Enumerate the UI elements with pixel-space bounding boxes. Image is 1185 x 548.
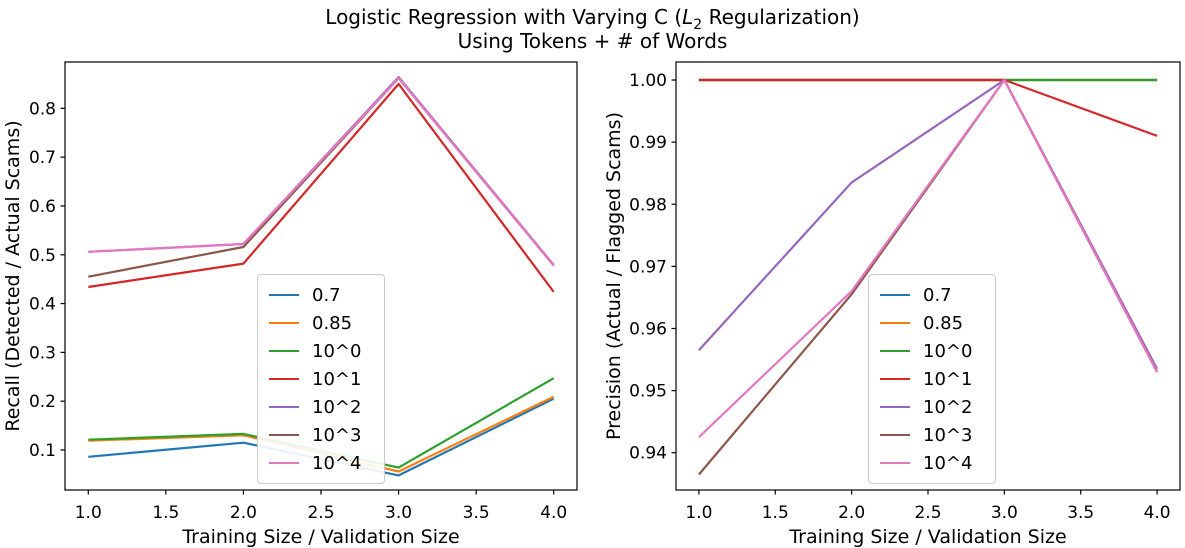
recall-y-tick-label: 0.1: [29, 441, 56, 461]
figure-title-text-suffix: Regularization): [702, 5, 860, 29]
precision-y-tick-label: 0.96: [629, 319, 667, 339]
recall-x-tick-label: 1.0: [75, 503, 102, 523]
figure-title-text: Logistic Regression with Varying C (: [325, 5, 683, 29]
recall-y-tick-label: 0.5: [29, 246, 56, 266]
precision-legend-label: 10^3: [923, 424, 973, 446]
precision-legend-swatch-10^1: [880, 378, 910, 380]
precision-legend-label: 10^4: [923, 452, 973, 474]
precision-legend: 0.7 0.85 10^0 10^1 10^2 10^3 10^4: [868, 274, 996, 484]
recall-y-tick-label: 0.6: [29, 197, 56, 217]
precision-y-tick-label: 0.94: [629, 444, 667, 464]
recall-legend-label: 10^0: [312, 340, 362, 362]
precision-y-axis-label: Precision (Actual / Flagged Scams): [603, 112, 625, 440]
recall-legend-item-10^3: 10^3: [269, 421, 373, 449]
precision-legend-item-0.7: 0.7: [880, 281, 984, 309]
precision-x-axis-label: Training Size / Validation Size: [788, 526, 1066, 548]
precision-legend-item-10^3: 10^3: [880, 421, 984, 449]
recall-series-line-10^2: [88, 75, 555, 266]
recall-legend-item-0.7: 0.7: [269, 281, 373, 309]
precision-legend-label: 10^2: [923, 396, 973, 418]
recall-legend-label: 10^2: [312, 396, 362, 418]
recall-x-tick-label: 2.5: [307, 503, 334, 523]
recall-legend-item-0.85: 0.85: [269, 309, 373, 337]
precision-legend-item-10^4: 10^4: [880, 449, 984, 477]
recall-legend-swatch-0.7: [269, 294, 299, 296]
precision-x-tick-label: 3.5: [1067, 503, 1094, 523]
precision-y-tick-label: 0.99: [629, 133, 667, 153]
recall-legend-swatch-10^2: [269, 406, 299, 408]
recall-x-tick-label: 1.5: [152, 503, 179, 523]
precision-y-tick-label: 0.97: [629, 257, 667, 277]
recall-legend-item-10^0: 10^0: [269, 337, 373, 365]
recall-series-line-10^3: [88, 76, 555, 278]
precision-legend-swatch-10^3: [880, 434, 910, 436]
figure-title-math-subscript: 2: [693, 17, 703, 33]
recall-legend-swatch-0.85: [269, 322, 299, 324]
recall-legend-swatch-10^1: [269, 378, 299, 380]
precision-x-tick-label: 3.0: [991, 503, 1018, 523]
recall-y-tick-label: 0.8: [29, 99, 56, 119]
recall-legend-swatch-10^0: [269, 350, 299, 352]
recall-x-tick-label: 2.0: [230, 503, 257, 523]
recall-legend-item-10^2: 10^2: [269, 393, 373, 421]
precision-legend-item-10^2: 10^2: [880, 393, 984, 421]
figure-title-math-variable: L: [682, 5, 694, 29]
precision-legend-swatch-10^2: [880, 406, 910, 408]
recall-x-tick-label: 3.0: [385, 503, 412, 523]
precision-legend-item-0.85: 0.85: [880, 309, 984, 337]
precision-legend-label: 0.7: [923, 284, 952, 306]
recall-y-tick-label: 0.2: [29, 392, 56, 412]
recall-y-tick-label: 0.4: [29, 295, 56, 315]
recall-x-axis-label: Training Size / Validation Size: [181, 526, 459, 548]
precision-y-tick-label: 1.00: [629, 71, 667, 91]
recall-legend-swatch-10^3: [269, 434, 299, 436]
precision-legend-item-10^0: 10^0: [880, 337, 984, 365]
recall-series-line-10^4: [88, 76, 555, 267]
recall-legend-swatch-10^4: [269, 462, 299, 464]
recall-y-tick-label: 0.7: [29, 148, 56, 168]
figure-title: Logistic Regression with Varying C (L2 R…: [0, 5, 1185, 37]
precision-series-line-10^1: [698, 78, 1158, 137]
recall-legend-label: 0.7: [312, 284, 341, 306]
precision-x-tick-label: 1.5: [762, 503, 789, 523]
precision-x-tick-label: 1.0: [685, 503, 712, 523]
recall-x-tick-label: 4.0: [540, 503, 567, 523]
recall-legend-label: 10^1: [312, 368, 362, 390]
precision-x-tick-label: 4.0: [1144, 503, 1171, 523]
recall-y-axis-label: Recall (Detected / Actual Scams): [2, 120, 24, 431]
precision-series-line-10^4: [698, 78, 1159, 438]
precision-legend-label: 10^1: [923, 368, 973, 390]
recall-legend-label: 10^3: [312, 424, 362, 446]
precision-x-tick-label: 2.0: [838, 503, 865, 523]
precision-x-tick-label: 2.5: [914, 503, 941, 523]
recall-legend-item-10^4: 10^4: [269, 449, 373, 477]
precision-legend-swatch-0.85: [880, 322, 910, 324]
precision-legend-swatch-10^0: [880, 350, 910, 352]
recall-y-tick-label: 0.3: [29, 343, 56, 363]
precision-legend-label: 0.85: [923, 312, 964, 334]
recall-series-line-10^1: [88, 82, 555, 293]
recall-legend-item-10^1: 10^1: [269, 365, 373, 393]
recall-legend-label: 0.85: [312, 312, 353, 334]
recall-legend: 0.7 0.85 10^0 10^1 10^2 10^3 10^4: [257, 274, 385, 484]
precision-legend-swatch-0.7: [880, 294, 910, 296]
precision-legend-swatch-10^4: [880, 462, 910, 464]
recall-x-tick-label: 3.5: [463, 503, 490, 523]
precision-y-tick-label: 0.98: [629, 195, 667, 215]
precision-legend-label: 10^0: [923, 340, 973, 362]
recall-legend-label: 10^4: [312, 452, 362, 474]
precision-legend-item-10^1: 10^1: [880, 365, 984, 393]
figure-subtitle: Using Tokens + # of Words: [457, 29, 728, 53]
precision-y-tick-label: 0.95: [629, 382, 667, 402]
